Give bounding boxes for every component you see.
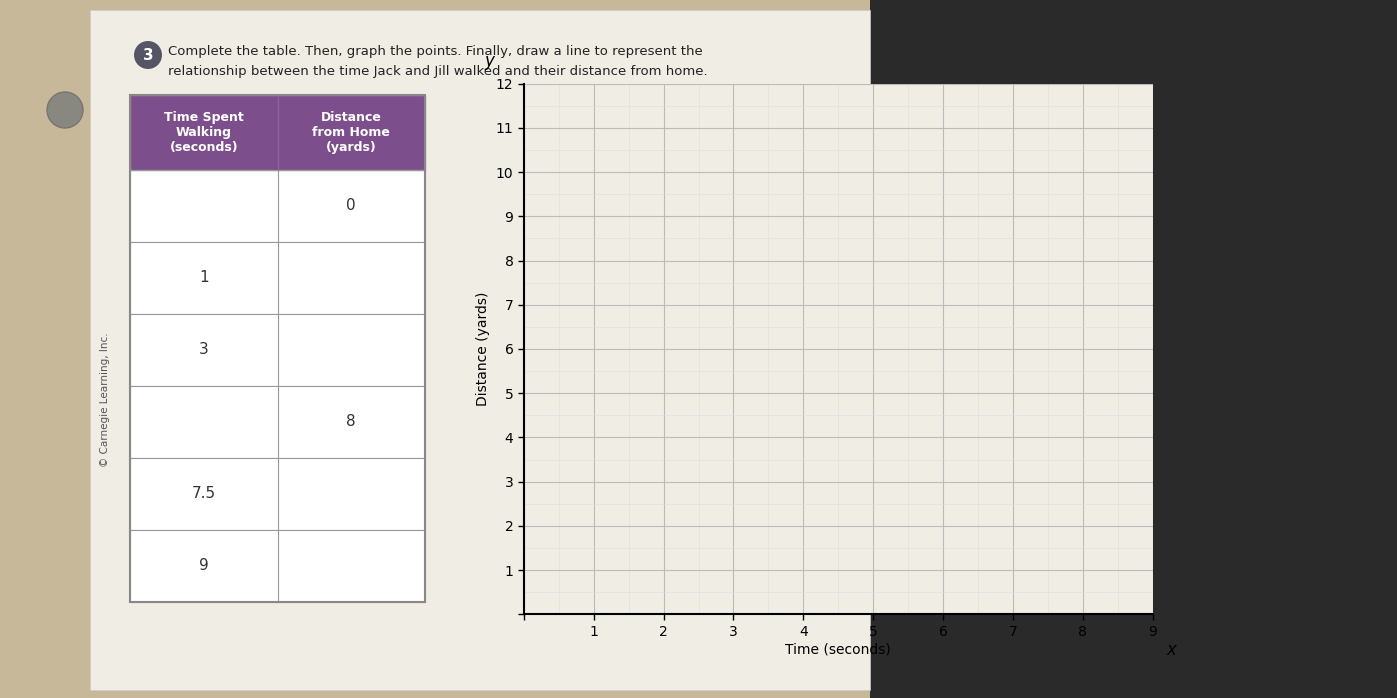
Bar bbox=[130, 458, 425, 530]
Circle shape bbox=[47, 92, 82, 128]
Bar bbox=[130, 386, 425, 458]
Text: Complete the table. Then, graph the points. Finally, draw a line to represent th: Complete the table. Then, graph the poin… bbox=[168, 45, 703, 59]
Bar bbox=[900, 100, 1000, 160]
Text: Time Spent
Walking
(seconds): Time Spent Walking (seconds) bbox=[163, 111, 243, 154]
Text: 9: 9 bbox=[198, 558, 208, 574]
Text: 7.5: 7.5 bbox=[191, 487, 215, 501]
Text: y: y bbox=[483, 52, 495, 70]
Text: relationship between the time Jack and Jill walked and their distance from home.: relationship between the time Jack and J… bbox=[168, 66, 708, 78]
Text: ntel: ntel bbox=[936, 119, 964, 131]
X-axis label: Time (seconds): Time (seconds) bbox=[785, 643, 891, 657]
Text: 3: 3 bbox=[142, 47, 154, 63]
Text: Distance
from Home
(yards): Distance from Home (yards) bbox=[313, 111, 390, 154]
Bar bbox=[130, 95, 425, 170]
Bar bbox=[130, 170, 425, 242]
Text: 1: 1 bbox=[198, 271, 208, 285]
Text: 3: 3 bbox=[198, 343, 208, 357]
Bar bbox=[130, 314, 425, 386]
Circle shape bbox=[134, 41, 162, 69]
Text: 0: 0 bbox=[346, 198, 356, 214]
Bar bbox=[130, 242, 425, 314]
Bar bbox=[89, 10, 870, 690]
Text: x: x bbox=[1166, 641, 1176, 659]
Text: nside: nside bbox=[937, 138, 963, 148]
Bar bbox=[130, 530, 425, 602]
Text: 8: 8 bbox=[346, 415, 356, 429]
Text: © Carnegie Learning, Inc.: © Carnegie Learning, Inc. bbox=[101, 333, 110, 468]
Bar bbox=[130, 95, 425, 602]
Bar bbox=[870, 0, 1397, 698]
Y-axis label: Distance (yards): Distance (yards) bbox=[476, 292, 490, 406]
